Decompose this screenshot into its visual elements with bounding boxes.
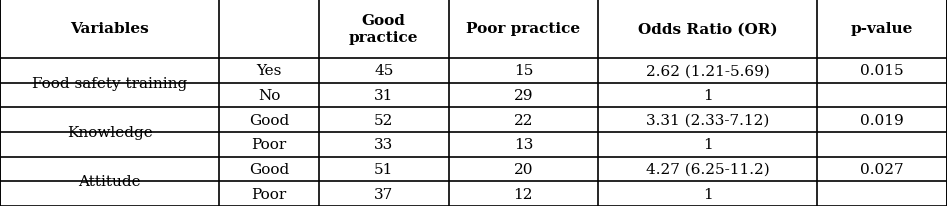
Text: Food safety training: Food safety training: [32, 76, 188, 90]
Text: 52: 52: [374, 113, 393, 127]
Text: 37: 37: [374, 187, 393, 201]
Text: 31: 31: [374, 89, 393, 103]
Text: Good: Good: [249, 113, 289, 127]
Text: 2.62 (1.21-5.69): 2.62 (1.21-5.69): [646, 64, 770, 78]
Text: 12: 12: [513, 187, 533, 201]
Text: 1: 1: [703, 89, 713, 103]
Text: 3.31 (2.33-7.12): 3.31 (2.33-7.12): [646, 113, 770, 127]
Text: 4.27 (6.25-11.2): 4.27 (6.25-11.2): [646, 162, 770, 176]
Text: Good
practice: Good practice: [349, 14, 419, 44]
Text: 0.019: 0.019: [860, 113, 904, 127]
Text: Yes: Yes: [257, 64, 282, 78]
Text: Variables: Variables: [70, 22, 149, 36]
Text: Odds Ratio (OR): Odds Ratio (OR): [638, 22, 777, 36]
Text: Good: Good: [249, 162, 289, 176]
Text: 1: 1: [703, 138, 713, 152]
Text: 45: 45: [374, 64, 393, 78]
Text: Poor: Poor: [252, 138, 287, 152]
Text: Poor: Poor: [252, 187, 287, 201]
Text: 20: 20: [513, 162, 533, 176]
Text: No: No: [258, 89, 280, 103]
Text: p-value: p-value: [851, 22, 914, 36]
Text: 51: 51: [374, 162, 393, 176]
Text: 0.015: 0.015: [861, 64, 904, 78]
Text: Attitude: Attitude: [79, 174, 141, 188]
Text: 0.027: 0.027: [861, 162, 904, 176]
Text: 13: 13: [513, 138, 533, 152]
Text: Poor practice: Poor practice: [466, 22, 581, 36]
Text: 29: 29: [513, 89, 533, 103]
Text: 22: 22: [513, 113, 533, 127]
Text: 15: 15: [513, 64, 533, 78]
Text: 33: 33: [374, 138, 393, 152]
Text: 1: 1: [703, 187, 713, 201]
Text: Knowledge: Knowledge: [67, 125, 152, 139]
